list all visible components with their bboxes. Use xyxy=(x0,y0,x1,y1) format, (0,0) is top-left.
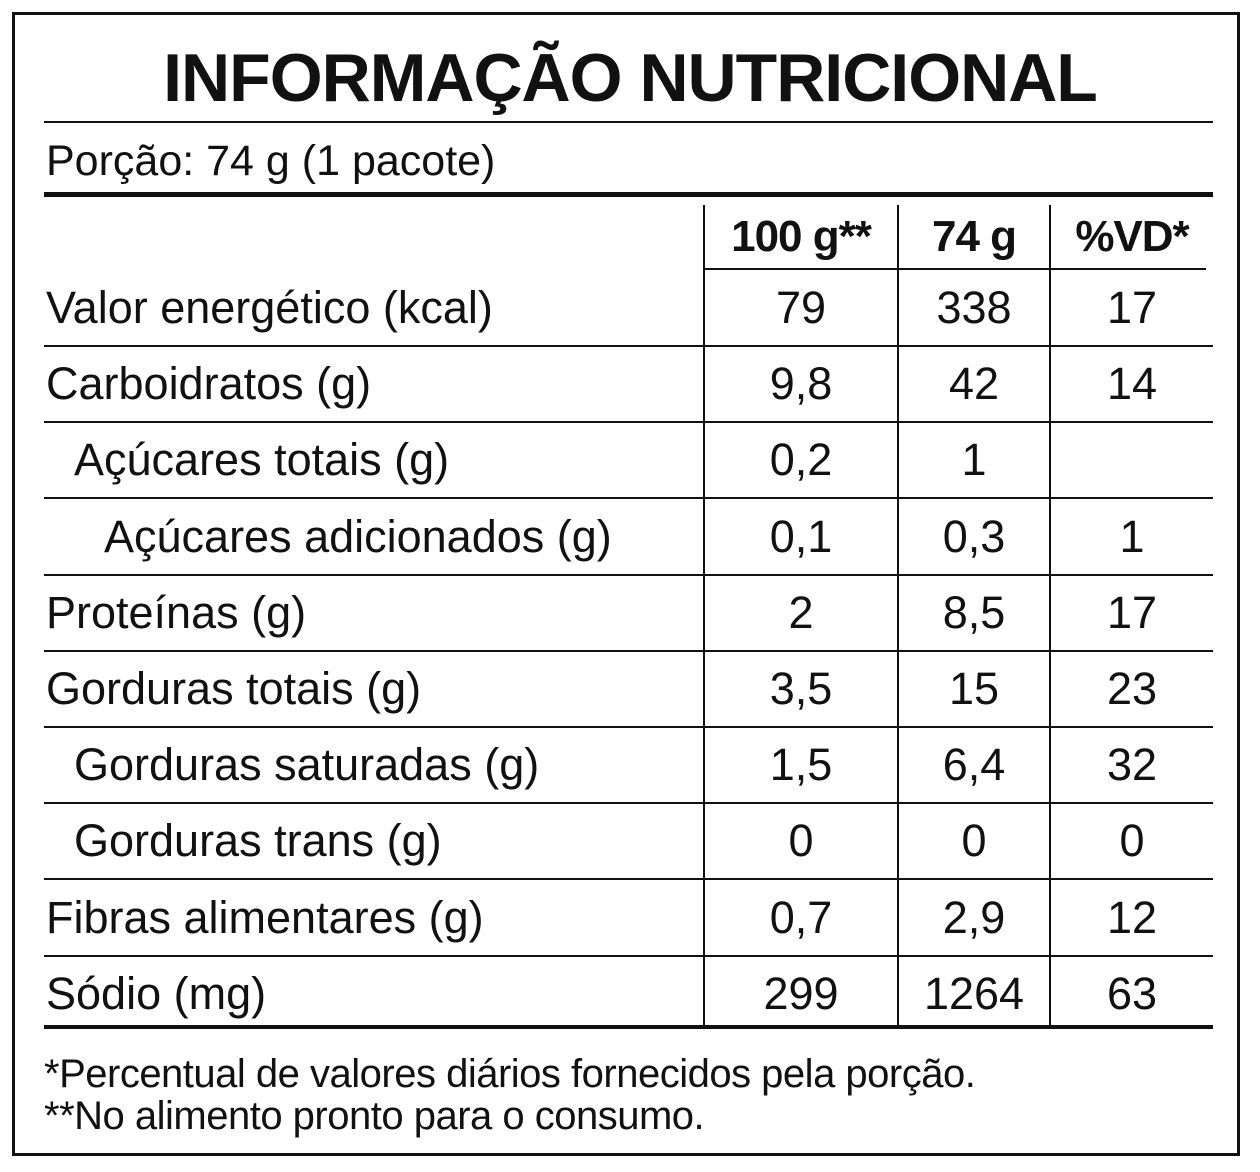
row-divider xyxy=(44,345,1213,347)
row-divider xyxy=(44,421,1213,424)
footnote-ready-to-eat: **No alimento pronto para o consumo. xyxy=(44,1094,705,1138)
value-per-100g: 2 xyxy=(788,586,814,638)
value-per-portion: 8,5 xyxy=(942,586,1006,638)
value-per-100g: 79 xyxy=(775,282,827,333)
column-divider-3 xyxy=(1049,205,1051,1028)
header-rule xyxy=(703,268,1206,270)
table-row: Açúcares adicionados (g) 0,1 0,3 1 xyxy=(44,499,1213,576)
nutrient-name: Açúcares totais (g) xyxy=(74,434,450,486)
value-per-100g: 9,8 xyxy=(769,358,833,410)
table-row: Gorduras saturadas (g) 1,5 6,4 32 xyxy=(44,727,1213,805)
value-per-100g: 1,5 xyxy=(769,739,833,791)
column-divider-1 xyxy=(703,205,705,1028)
value-per-portion: 15 xyxy=(948,663,1000,714)
table-row: Carboidratos (g) 9,8 42 14 xyxy=(44,346,1213,424)
row-divider xyxy=(44,726,1213,728)
nutrient-name: Carboidratos (g) xyxy=(46,358,372,410)
value-daily-percent: 17 xyxy=(1106,586,1158,638)
portion-rule xyxy=(44,192,1213,197)
value-per-100g: 3,5 xyxy=(769,663,833,714)
value-per-portion: 1264 xyxy=(923,967,1025,1019)
nutrient-name: Sódio (mg) xyxy=(46,967,267,1019)
row-divider xyxy=(44,954,1213,957)
row-divider xyxy=(44,878,1213,881)
value-daily-percent: 1 xyxy=(1119,510,1145,562)
table-row: Gorduras totais (g) 3,5 15 23 xyxy=(44,651,1213,728)
value-per-100g: 299 xyxy=(763,967,839,1019)
nutrient-name: Valor energético (kcal) xyxy=(46,282,493,333)
nutrient-name: Fibras alimentares (g) xyxy=(46,891,484,943)
row-divider xyxy=(44,802,1213,805)
row-divider xyxy=(44,573,1213,576)
value-per-portion: 42 xyxy=(948,358,1000,410)
portion-size: Porção: 74 g (1 pacote) xyxy=(46,137,496,185)
value-per-100g: 0,7 xyxy=(769,891,833,943)
row-divider xyxy=(44,497,1213,500)
value-daily-percent: 17 xyxy=(1106,282,1158,333)
table-row: Açúcares totais (g) 0,2 1 xyxy=(44,422,1213,500)
value-per-portion: 2,9 xyxy=(942,891,1006,943)
value-per-100g: 0 xyxy=(788,815,814,867)
row-divider xyxy=(44,649,1213,652)
nutrient-name: Gorduras saturadas (g) xyxy=(74,739,540,791)
value-daily-percent: 14 xyxy=(1106,358,1158,410)
nutrient-name: Gorduras trans (g) xyxy=(74,815,442,867)
header-per-portion: 74 g xyxy=(931,212,1017,261)
header-per-100g: 100 g** xyxy=(731,212,872,261)
label-border xyxy=(12,12,1240,1156)
nutrient-name: Açúcares adicionados (g) xyxy=(104,510,612,562)
value-per-100g: 0,2 xyxy=(769,434,833,486)
value-daily-percent xyxy=(1051,422,1213,498)
value-daily-percent: 0 xyxy=(1119,815,1145,867)
footnote-daily-value: *Percentual de valores diários fornecido… xyxy=(44,1052,976,1096)
nutrient-name: Proteínas (g) xyxy=(46,586,307,638)
table-row: Fibras alimentares (g) 0,7 2,9 12 xyxy=(44,880,1213,957)
table-row: Sódio (mg) 299 1264 63 xyxy=(44,956,1213,1032)
nutrient-name: Gorduras totais (g) xyxy=(46,663,422,714)
value-per-portion: 0 xyxy=(961,815,987,867)
table-row: Valor energético (kcal) 79 338 17 xyxy=(44,270,1213,347)
value-per-portion: 0,3 xyxy=(942,510,1006,562)
value-per-portion: 6,4 xyxy=(942,739,1006,791)
label-title: INFORMAÇÃO NUTRICIONAL xyxy=(163,40,1098,116)
value-per-portion: 1 xyxy=(961,434,987,486)
value-daily-percent: 23 xyxy=(1106,663,1158,714)
header-daily-value: %VD* xyxy=(1075,212,1189,261)
table-bottom-rule xyxy=(44,1025,1213,1029)
value-per-100g: 0,1 xyxy=(769,510,833,562)
title-rule xyxy=(44,121,1213,123)
value-per-portion: 338 xyxy=(936,282,1012,333)
value-daily-percent: 63 xyxy=(1106,967,1158,1019)
column-divider-2 xyxy=(897,205,899,1028)
table-row: Gorduras trans (g) 0 0 0 xyxy=(44,803,1213,881)
table-row: Proteínas (g) 2 8,5 17 xyxy=(44,575,1213,652)
value-daily-percent: 12 xyxy=(1106,891,1158,943)
value-daily-percent: 32 xyxy=(1106,739,1158,791)
